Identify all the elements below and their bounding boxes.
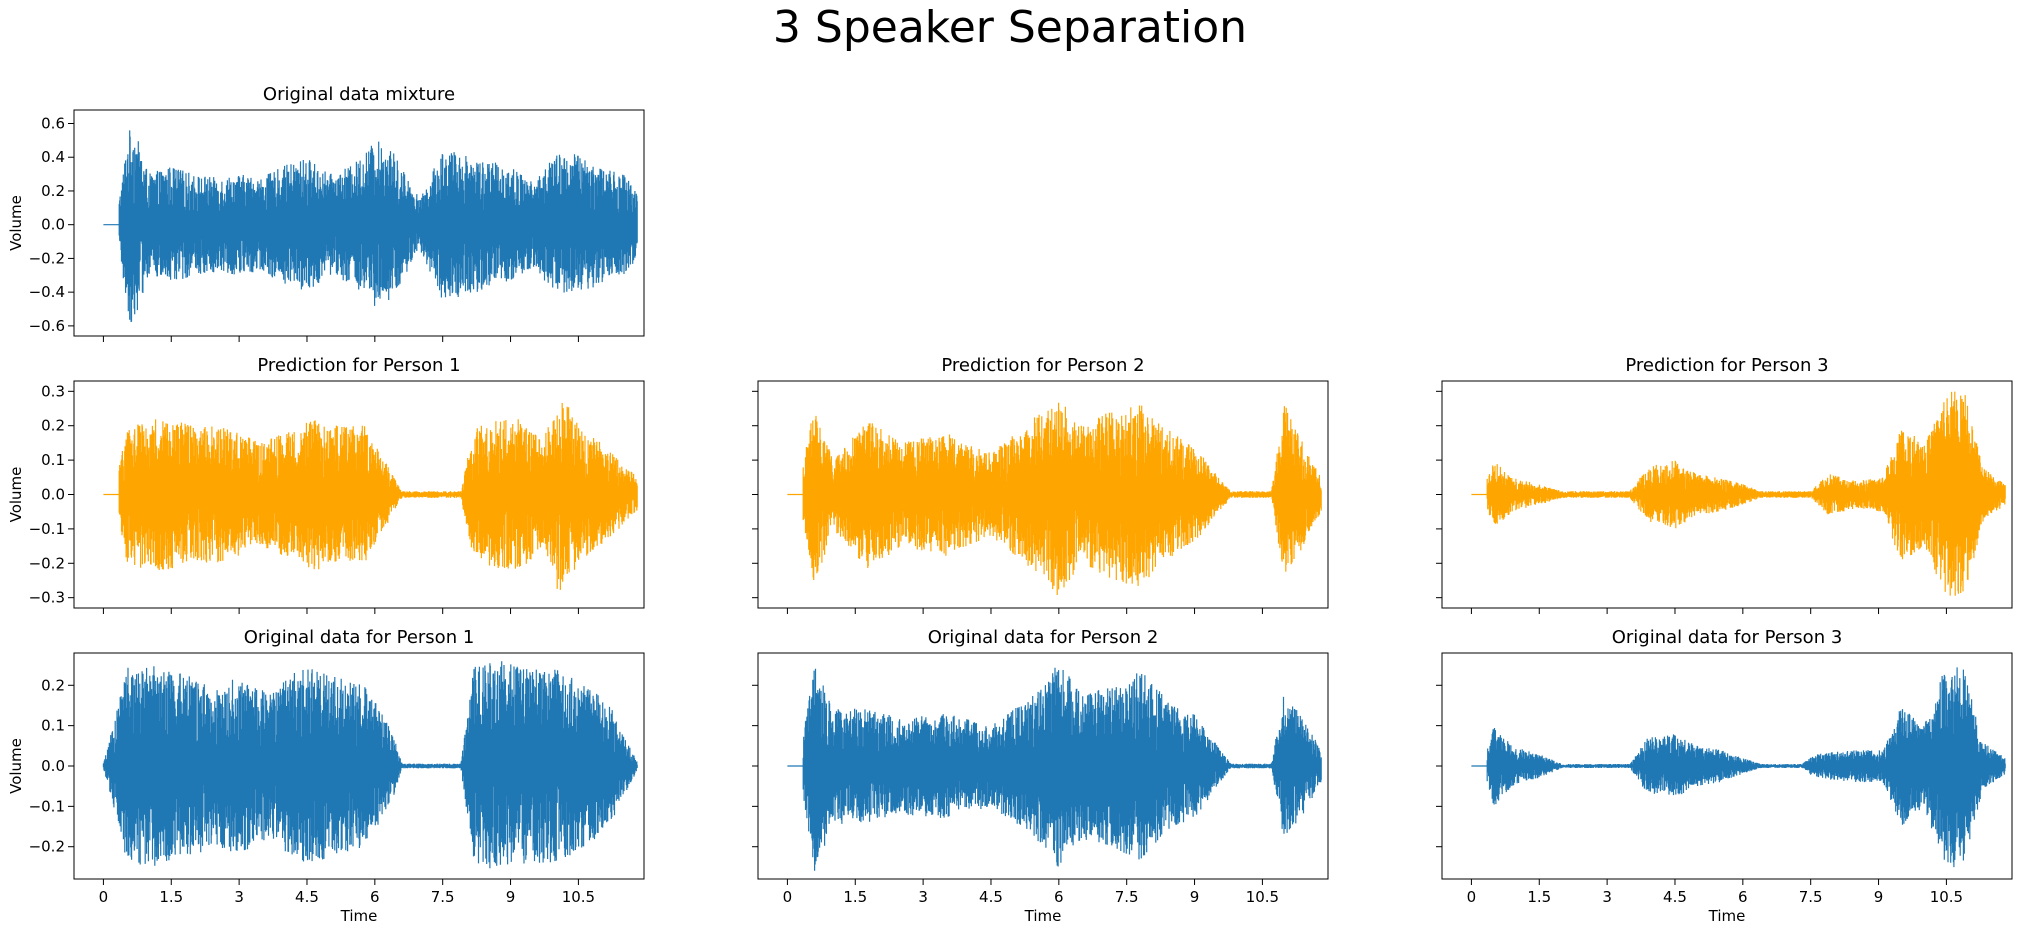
x-tick-label: 10.5	[1246, 888, 1279, 906]
x-axis-label: Time	[1024, 907, 1062, 925]
panel-pred1: −0.3 −0.2 −0.1 0.0 0.1 0.2 0.3 Prediction for P…	[7, 355, 645, 614]
panels-group: −0.6 −0.4 −0.2 0.0 0.2 0.4 0.6 Original data mi…	[7, 84, 2013, 925]
waveform-pred3	[1471, 391, 2006, 596]
x-tick-label: 7.5	[1799, 888, 1823, 906]
panel-title: Original data for Person 2	[928, 627, 1159, 648]
y-tick-label: −0.2	[29, 249, 65, 267]
waveform-pred2	[787, 402, 1322, 595]
y-tick-label: 0.1	[41, 451, 65, 469]
x-tick-label: 9	[506, 888, 516, 906]
x-tick-label: 0	[1467, 888, 1477, 906]
y-tick-label: 0.0	[41, 757, 65, 775]
panel-pred2: Prediction for Person 2	[752, 355, 1329, 614]
x-tick-label: 4.5	[295, 888, 319, 906]
x-tick-label: 1.5	[1527, 888, 1551, 906]
y-tick-label: 0.0	[41, 486, 65, 504]
x-tick-label: 3	[918, 888, 928, 906]
y-tick-label: 0.2	[41, 417, 65, 435]
panel-title: Prediction for Person 2	[941, 355, 1144, 376]
panel-mix: −0.6 −0.4 −0.2 0.0 0.2 0.4 0.6 Original data mi…	[7, 84, 645, 342]
figure-suptitle: 3 Speaker Separation	[773, 2, 1247, 53]
panel-orig1: −0.2 −0.1 0.0 0.1 0.2 0 1.5 3 4.5 6 7.5 9 10.5 Origin…	[7, 627, 645, 925]
panel-title: Prediction for Person 1	[257, 355, 460, 376]
panel-title: Original data for Person 3	[1612, 627, 1843, 648]
waveform-orig3	[1471, 667, 2006, 868]
x-tick-label: 10.5	[562, 888, 595, 906]
y-tick-label: 0.2	[41, 676, 65, 694]
y-tick-label: −0.3	[29, 589, 65, 607]
y-tick-label: 0.2	[41, 182, 65, 200]
waveform-pred1	[103, 403, 638, 590]
waveform-orig2	[787, 667, 1322, 871]
x-tick-label: 0	[99, 888, 109, 906]
x-tick-label: 6	[370, 888, 380, 906]
x-tick-label: 1.5	[843, 888, 867, 906]
x-tick-label: 4.5	[979, 888, 1003, 906]
y-axis-label: Volume	[7, 738, 25, 794]
y-tick-label: −0.1	[29, 520, 65, 538]
panel-title: Original data mixture	[263, 84, 455, 105]
x-tick-label: 3	[234, 888, 244, 906]
y-tick-label: 0.0	[41, 216, 65, 234]
y-tick-label: 0.4	[41, 148, 65, 166]
y-tick-label: −0.1	[29, 797, 65, 815]
x-tick-label: 3	[1602, 888, 1612, 906]
x-tick-label: 1.5	[159, 888, 183, 906]
y-axis-label: Volume	[7, 467, 25, 523]
panel-title: Original data for Person 1	[244, 627, 475, 648]
y-tick-label: −0.2	[29, 838, 65, 856]
panel-pred3: Prediction for Person 3	[1436, 355, 2013, 614]
waveform-mix	[103, 130, 638, 322]
x-tick-label: 10.5	[1930, 888, 1963, 906]
x-tick-label: 6	[1054, 888, 1064, 906]
panel-orig3: 0 1.5 3 4.5 6 7.5 9 10.5 Original data for Perso…	[1436, 627, 2013, 925]
y-tick-label: −0.6	[29, 317, 65, 335]
y-tick-label: −0.4	[29, 283, 65, 301]
panel-title: Prediction for Person 3	[1625, 355, 1828, 376]
x-tick-label: 9	[1874, 888, 1884, 906]
x-tick-label: 9	[1190, 888, 1200, 906]
y-tick-label: 0.3	[41, 382, 65, 400]
x-axis-label: Time	[1708, 907, 1746, 925]
x-tick-label: 4.5	[1663, 888, 1687, 906]
x-axis-label: Time	[340, 907, 378, 925]
waveform-orig1	[102, 661, 638, 869]
y-tick-label: 0.6	[41, 114, 65, 132]
x-tick-label: 7.5	[431, 888, 455, 906]
panel-orig2: 0 1.5 3 4.5 6 7.5 9 10.5 Original data for Perso…	[752, 627, 1329, 925]
y-axis-label: Volume	[7, 195, 25, 251]
y-tick-label: −0.2	[29, 554, 65, 572]
axes-frame	[73, 109, 645, 337]
y-tick-label: 0.1	[41, 717, 65, 735]
x-tick-label: 7.5	[1115, 888, 1139, 906]
x-tick-label: 6	[1738, 888, 1748, 906]
x-tick-label: 0	[783, 888, 793, 906]
